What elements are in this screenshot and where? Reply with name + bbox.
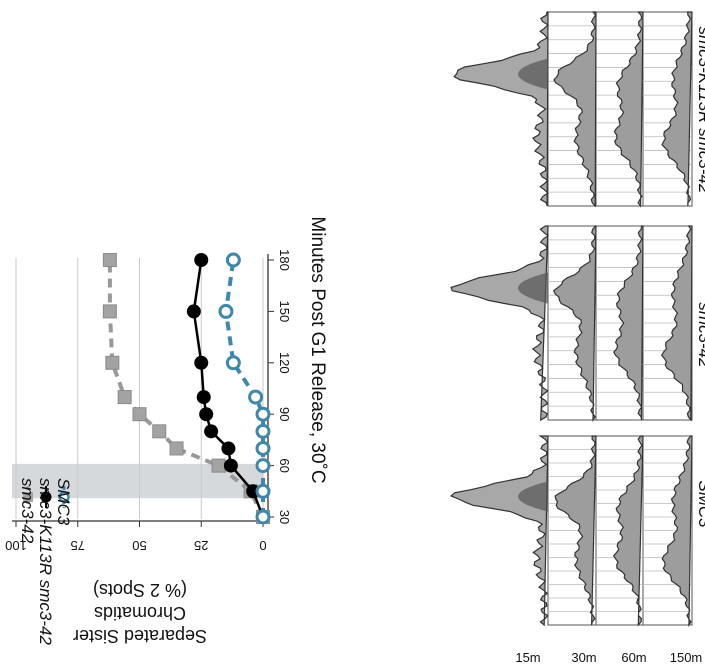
point-smc3-k113r-smc3-42 [204, 424, 219, 439]
legend-label-smc3-42: smc3-42 [18, 478, 37, 544]
point-smc3-42 [132, 407, 147, 422]
point-smc3 [255, 423, 271, 439]
x-tick-label: 60 [277, 458, 292, 472]
histogram-profile [450, 225, 550, 422]
x-tick-label: 180 [277, 249, 292, 271]
histogram-profile [613, 225, 644, 421]
histogram-gated-region [518, 272, 548, 304]
point-smc3 [255, 440, 271, 456]
point-smc3 [225, 252, 241, 268]
point-smc3-42 [211, 458, 226, 473]
legend-label-smc3-k113r-smc3-42: smc3-K113R smc3-42 [36, 478, 55, 645]
legend-label-smc3: SMC3 [54, 478, 73, 526]
point-smc3 [255, 483, 271, 499]
x-tick-label: 90 [277, 407, 292, 421]
point-smc3-42 [152, 424, 167, 439]
legend-marker-smc3-42 [23, 492, 33, 502]
histogram-profile [552, 225, 597, 423]
histogram-profile [661, 435, 693, 628]
row-label-15m: 15m [515, 650, 540, 665]
row-label-60m: 60m [621, 650, 646, 665]
panel-label-smc3: SMC3 [695, 480, 705, 528]
y-axis-label: Separated Sister Chromatids (% 2 Spots) [73, 580, 207, 646]
point-smc3 [248, 389, 264, 405]
legend: smc3-42 smc3-K113R smc3-42 SMC3 [18, 478, 73, 645]
y-tick-label: 100 [5, 538, 27, 553]
histogram-panels [449, 11, 693, 628]
point-smc3-k113r-smc3-42 [223, 458, 238, 473]
y-axis-label-line-1: Separated Sister [73, 626, 207, 646]
y-tick-label: 75 [71, 538, 85, 553]
point-smc3-k113r-smc3-42 [196, 390, 211, 405]
panel-label-smc3-42: smc3-42 [695, 302, 705, 368]
histogram-profile [661, 11, 693, 207]
row-label-150m: 150m [670, 650, 703, 665]
histogram-profile [613, 11, 644, 208]
series-line-smc3-42 [107, 260, 265, 518]
series-line-smc3 [223, 259, 265, 517]
point-smc3 [255, 509, 271, 525]
x-tick-label: 150 [277, 301, 292, 323]
point-smc3-k113r-smc3-42 [194, 253, 209, 267]
x-tick-label: 30 [277, 510, 292, 524]
histogram-profile [553, 11, 597, 208]
histogram-profile [449, 435, 549, 627]
histogram-profile [660, 225, 693, 422]
point-smc3-42 [169, 441, 184, 456]
y-axis-label-line-3: (% 2 Spots) [93, 580, 187, 600]
y-axis-label-line-2: Chromatids [94, 603, 186, 623]
row-labels: 15m 30m 60m 150m [515, 650, 702, 665]
y-tick-label: 0 [259, 538, 266, 553]
histogram-panel-1 [449, 435, 693, 628]
point-smc3-k113r-smc3-42 [221, 441, 236, 456]
point-smc3-k113r-smc3-42 [186, 304, 201, 319]
line-chart: 0 25 50 75 100 30 60 90 120 150 180 [5, 249, 292, 553]
point-smc3-k113r-smc3-42 [199, 407, 214, 422]
x-axis-label: Minutes Post G1 Release, 30˚C [307, 216, 328, 483]
histogram-gated-region [518, 481, 548, 512]
y-tick-label: 25 [194, 538, 208, 553]
legend-marker-smc3 [58, 491, 70, 503]
point-smc3 [255, 458, 271, 474]
point-smc3-42 [117, 390, 132, 405]
point-smc3-42 [102, 253, 117, 267]
x-tick-label: 120 [277, 352, 292, 374]
legend-marker-smc3-k113r-smc3-42 [40, 491, 52, 503]
histogram-panel-2 [450, 225, 693, 423]
histogram-profile [554, 435, 597, 626]
point-smc3 [225, 355, 241, 371]
histogram-profile [453, 11, 549, 207]
histogram-profile [612, 435, 644, 627]
point-smc3-42 [102, 304, 117, 319]
histogram-panel-3 [453, 11, 693, 208]
point-smc3 [255, 406, 271, 422]
point-smc3-42 [105, 355, 120, 370]
series-line-smc3-k113r-smc3-42 [192, 259, 265, 518]
panel-label-smc3-k113r-smc3-42: smc3-K113R smc3-42 [695, 27, 705, 194]
point-smc3-k113r-smc3-42 [194, 355, 209, 370]
point-smc3 [218, 303, 234, 319]
histogram-gated-region [518, 58, 548, 90]
y-tick-label: 50 [132, 538, 146, 553]
row-label-30m: 30m [571, 650, 596, 665]
